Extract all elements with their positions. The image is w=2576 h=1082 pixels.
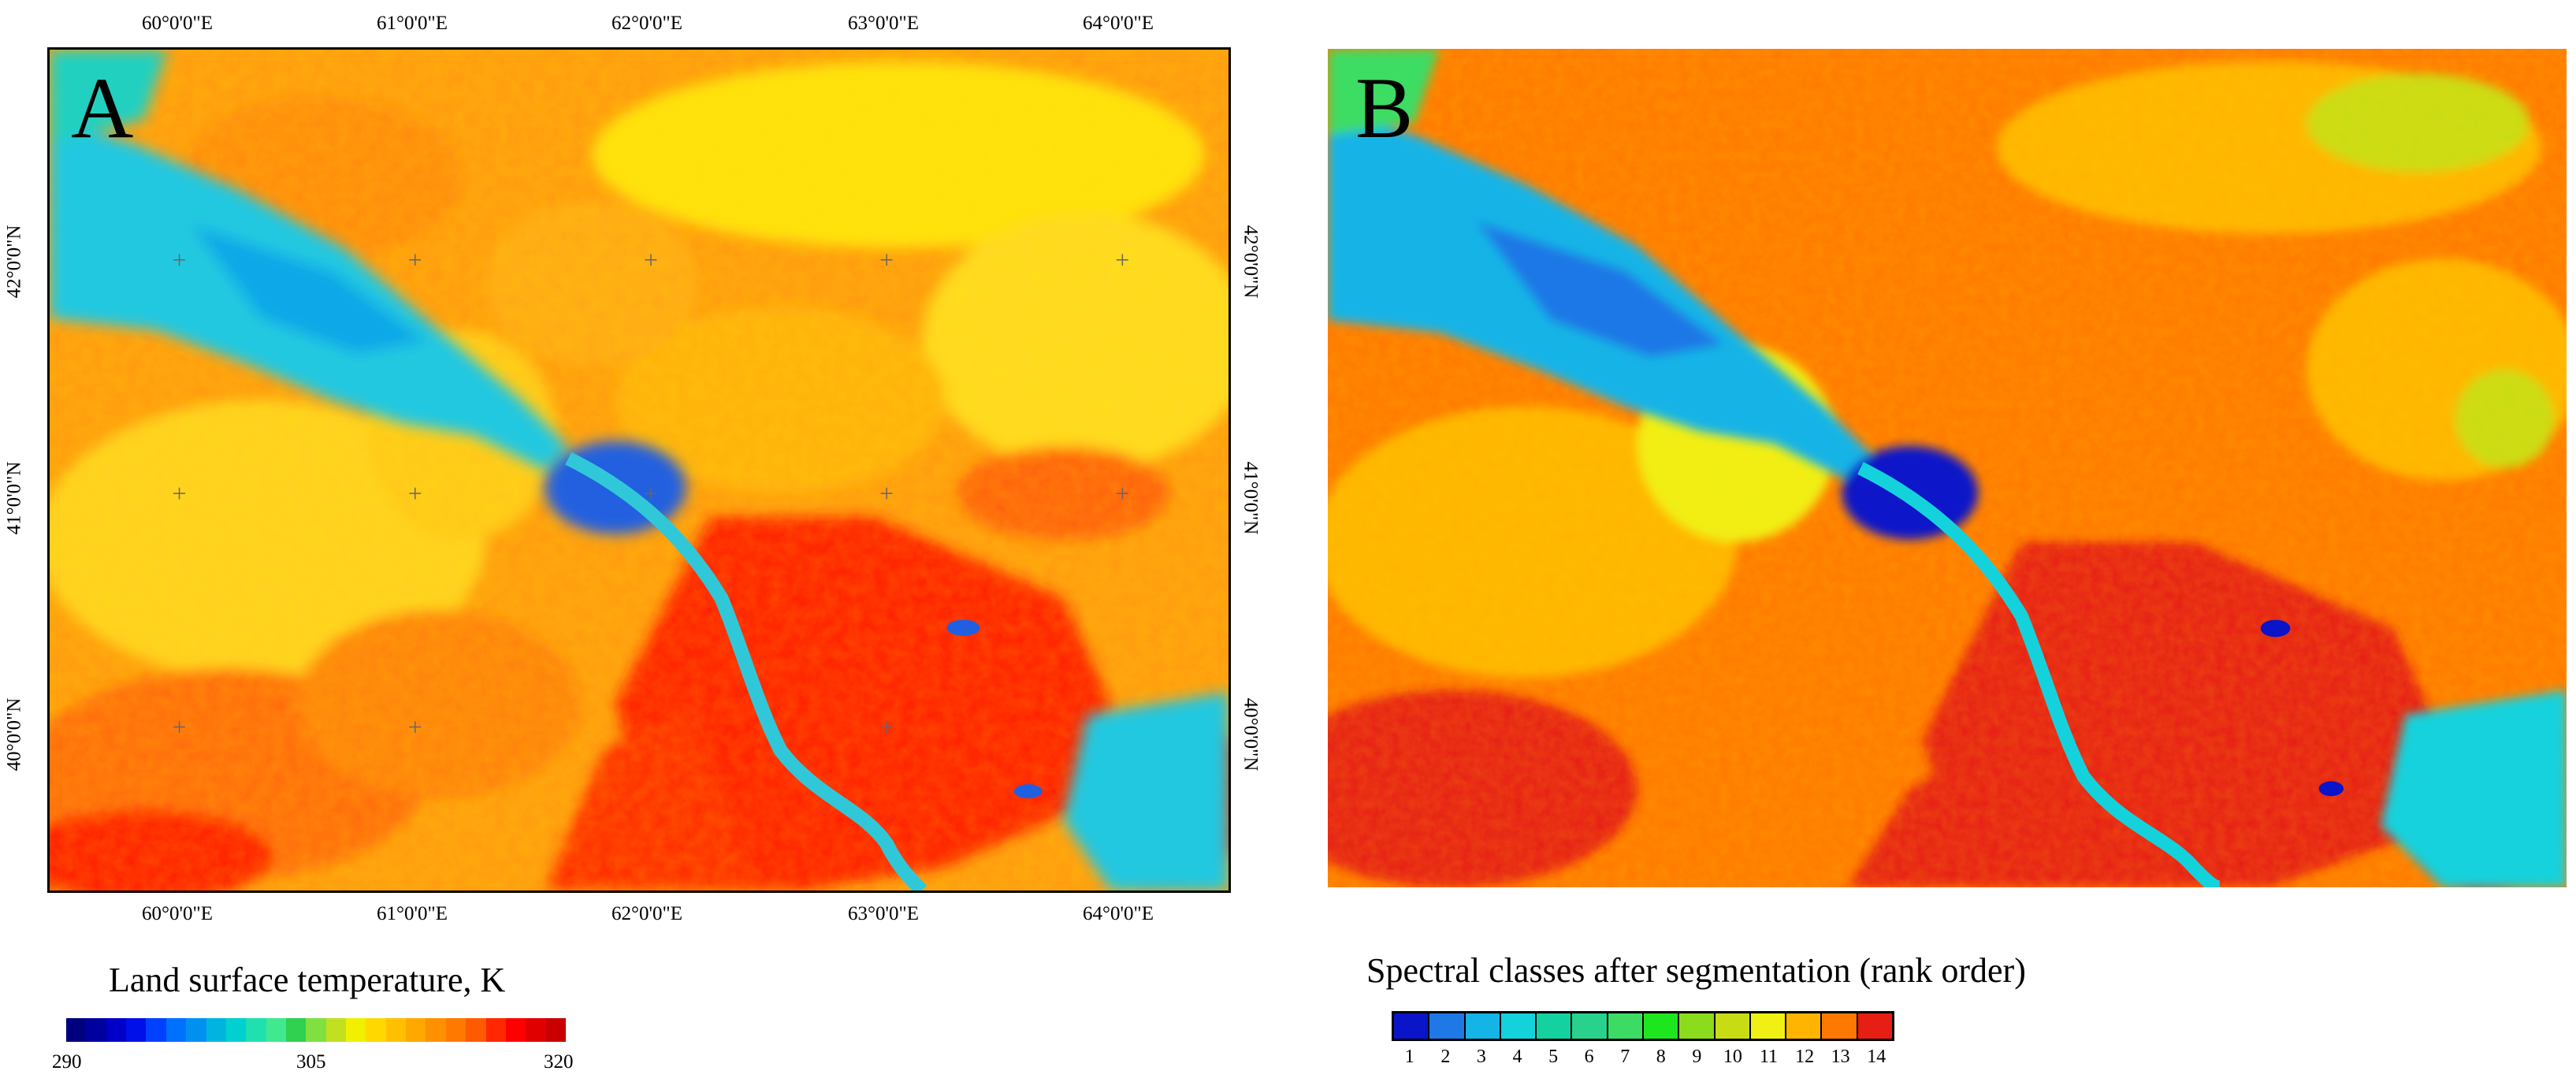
colorbar-segment xyxy=(266,1018,286,1042)
lon-label-bottom: 63°0'0"E xyxy=(848,903,919,924)
colorbar-segment xyxy=(445,1018,467,1042)
class-number-label: 14 xyxy=(1867,1047,1886,1067)
lon-label-bottom: 60°0'0"E xyxy=(142,903,213,924)
lon-label-top: 61°0'0"E xyxy=(377,13,448,34)
class-color-cell xyxy=(1608,1013,1644,1039)
spectral-class-colorbar xyxy=(1392,1011,1894,1041)
colorbar-segment xyxy=(66,1018,87,1042)
panel-a-letter: A xyxy=(71,60,134,156)
class-color-cell xyxy=(1679,1013,1715,1039)
colorbar-segment xyxy=(366,1018,386,1042)
class-number-label: 9 xyxy=(1692,1047,1702,1067)
class-number-label: 2 xyxy=(1440,1047,1451,1067)
colorbar-segment xyxy=(146,1018,166,1042)
lat-label-left: 41°0'0"N xyxy=(3,461,25,535)
class-color-cell xyxy=(1750,1013,1787,1039)
colorbar-segment xyxy=(346,1018,366,1042)
class-color-cell xyxy=(1429,1013,1466,1039)
colorbar-segment xyxy=(426,1018,446,1042)
class-number-label: 3 xyxy=(1476,1047,1486,1067)
class-number-label: 12 xyxy=(1795,1047,1815,1067)
class-number-label: 11 xyxy=(1759,1047,1779,1067)
lat-label-right: 42°0'0"N xyxy=(1240,225,1262,299)
colorbar-segment xyxy=(285,1018,307,1042)
lat-label-right: 40°0'0"N xyxy=(1240,697,1262,772)
temperature-colorbar xyxy=(66,1018,566,1042)
class-color-cell xyxy=(1715,1013,1751,1039)
colorbar-segment xyxy=(225,1018,247,1042)
class-color-cell xyxy=(1537,1013,1573,1039)
colorbar-segment xyxy=(545,1018,566,1042)
class-number-label: 13 xyxy=(1831,1047,1850,1067)
panel-b-letter: B xyxy=(1355,60,1414,156)
lst-map-a xyxy=(50,50,1229,891)
spectral-class-map-b xyxy=(1328,49,2567,887)
colorbar-segment xyxy=(306,1018,326,1042)
colorbar-segment xyxy=(246,1018,266,1042)
colorbar-segment xyxy=(325,1018,347,1042)
lat-label-left: 40°0'0"N xyxy=(3,697,25,772)
class-number-label: 6 xyxy=(1584,1047,1594,1067)
colorbar-max-label: 320 xyxy=(544,1051,574,1073)
map-panel-a xyxy=(47,47,1231,893)
lon-label-top: 63°0'0"E xyxy=(848,13,919,34)
class-number-label: 8 xyxy=(1656,1047,1666,1067)
lon-label-top: 62°0'0"E xyxy=(611,13,682,34)
lon-label-bottom: 64°0'0"E xyxy=(1083,903,1154,924)
class-number-label: 7 xyxy=(1620,1047,1630,1067)
lat-label-left: 42°0'0"N xyxy=(3,225,25,299)
lon-label-top: 60°0'0"E xyxy=(142,13,213,34)
colorbar-segment xyxy=(505,1018,526,1042)
class-number-label: 4 xyxy=(1512,1047,1522,1067)
colorbar-segment xyxy=(385,1018,407,1042)
class-color-cell xyxy=(1786,1013,1823,1039)
class-number-label: 5 xyxy=(1548,1047,1559,1067)
colorbar-min-label: 290 xyxy=(52,1051,82,1073)
colorbar-segment xyxy=(126,1018,147,1042)
class-color-cell xyxy=(1500,1013,1537,1039)
class-number-label: 1 xyxy=(1404,1047,1414,1067)
legend-a-title: Land surface temperature, K xyxy=(109,961,506,999)
class-color-cell xyxy=(1643,1013,1680,1039)
lon-label-bottom: 61°0'0"E xyxy=(377,903,448,924)
colorbar-segment xyxy=(165,1018,187,1042)
river-channel xyxy=(565,452,927,891)
class-number-label: 10 xyxy=(1723,1047,1742,1067)
lat-label-right: 41°0'0"N xyxy=(1240,461,1262,535)
lon-label-bottom: 62°0'0"E xyxy=(611,903,682,924)
colorbar-segment xyxy=(485,1018,506,1042)
graticule-crosses xyxy=(173,254,1128,733)
colorbar-segment xyxy=(526,1018,546,1042)
class-color-cell xyxy=(1465,1013,1501,1039)
colorbar-mid-label: 305 xyxy=(296,1051,326,1073)
map-panel-b xyxy=(1328,49,2567,887)
colorbar-segment xyxy=(186,1018,206,1042)
class-color-cell xyxy=(1822,1013,1858,1039)
colorbar-segment xyxy=(206,1018,226,1042)
class-color-cell xyxy=(1394,1013,1430,1039)
colorbar-segment xyxy=(106,1018,127,1042)
colorbar-segment xyxy=(86,1018,106,1042)
lon-label-top: 64°0'0"E xyxy=(1083,13,1154,34)
class-color-cell xyxy=(1857,1013,1892,1039)
legend-b-title: Spectral classes after segmentation (ran… xyxy=(1366,951,2026,990)
class-color-cell xyxy=(1572,1013,1608,1039)
colorbar-segment xyxy=(406,1018,426,1042)
colorbar-segment xyxy=(466,1018,486,1042)
